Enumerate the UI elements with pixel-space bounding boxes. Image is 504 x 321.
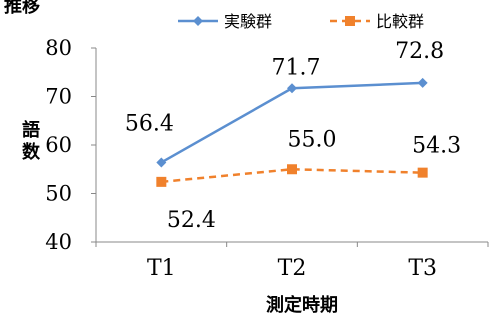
data-label: 54.3 (412, 134, 461, 159)
data-point-diamond (417, 77, 428, 88)
y-tick-label: 60 (45, 133, 72, 157)
x-tick-label: T2 (278, 256, 307, 281)
x-axis-label: 測定時期 (266, 294, 338, 316)
legend: 実験群 比較群 (178, 12, 424, 31)
y-axis-label: 語数 (22, 119, 41, 163)
y-tick-label: 40 (45, 230, 72, 254)
data-label: 72.8 (395, 39, 444, 64)
data-label: 52.4 (167, 208, 216, 233)
data-label: 71.7 (272, 55, 321, 80)
x-tick-label: T3 (408, 256, 437, 281)
x-tick-label: T1 (147, 256, 176, 281)
data-point-square (287, 164, 297, 175)
data-label: 56.4 (125, 111, 174, 136)
legend-marker-diamond (193, 16, 203, 26)
data-point-diamond (287, 83, 297, 94)
y-axis-label-char: 数 (22, 141, 41, 163)
data-point-diamond (156, 157, 167, 168)
plot-area: 40 50 60 70 80 T1 T2 T3 56.4 71.7 72.8 52.4 55.0 54.3 (45, 36, 489, 281)
legend-label: 実験群 (224, 12, 272, 31)
chart-title: 推移 (4, 0, 40, 17)
data-point-square (156, 176, 167, 187)
data-label: 55.0 (288, 127, 337, 152)
y-tick-label: 80 (45, 36, 72, 60)
data-point-square (417, 167, 428, 178)
y-tick-label: 70 (45, 85, 72, 109)
legend-marker-square (345, 16, 355, 26)
y-axis-label-char: 語 (22, 119, 40, 141)
legend-label: 比較群 (376, 12, 424, 31)
y-tick-label: 50 (45, 182, 72, 206)
series-line-2 (161, 167, 423, 184)
